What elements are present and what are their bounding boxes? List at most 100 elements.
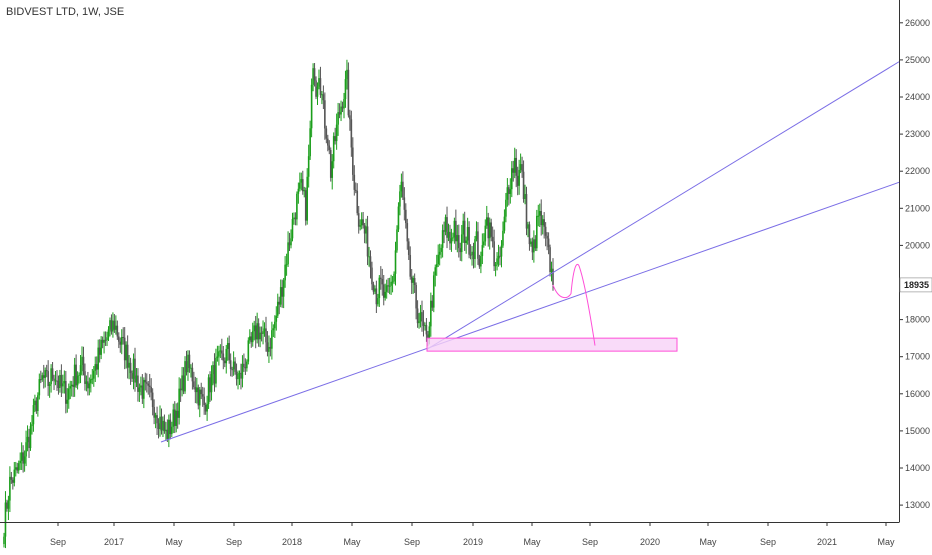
- candle-body: [66, 399, 69, 404]
- candle-body: [471, 251, 473, 255]
- candle: [533, 230, 535, 263]
- candle-body: [184, 361, 186, 392]
- candle: [243, 353, 245, 372]
- candle-body: [16, 467, 19, 471]
- candle: [354, 182, 357, 194]
- candle: [222, 345, 225, 370]
- candle-body: [316, 86, 319, 97]
- candle-body: [340, 106, 342, 115]
- candle: [250, 332, 253, 348]
- last-price-badge: [899, 277, 932, 293]
- candle: [494, 261, 497, 277]
- candle-body: [69, 386, 72, 389]
- candle: [221, 338, 223, 361]
- x-tick-label: May: [699, 537, 717, 547]
- candle-body: [35, 400, 38, 412]
- projection-path[interactable]: [552, 263, 596, 346]
- candle: [528, 221, 531, 251]
- candle-body: [145, 382, 148, 384]
- candle-body: [147, 383, 150, 386]
- candle: [381, 268, 384, 296]
- candle: [440, 244, 442, 259]
- candle-body: [9, 476, 11, 501]
- trendline-2[interactable]: [426, 61, 900, 350]
- candle: [210, 365, 213, 401]
- candle: [391, 275, 394, 293]
- candle-body: [299, 182, 301, 189]
- candle: [300, 172, 303, 191]
- candle: [315, 76, 317, 100]
- candle: [240, 363, 242, 390]
- candle: [159, 405, 161, 437]
- candle-body: [262, 331, 264, 334]
- candle: [329, 147, 332, 182]
- candle: [378, 275, 381, 307]
- x-tick-label: 2018: [282, 537, 302, 547]
- candle-body: [221, 350, 223, 354]
- candle: [76, 371, 79, 390]
- candle-body: [82, 356, 85, 372]
- candle-body: [150, 386, 152, 393]
- candle-body: [13, 469, 16, 483]
- candle: [303, 186, 306, 198]
- candle: [275, 306, 278, 331]
- candle-body: [182, 375, 185, 392]
- candle-body: [254, 325, 257, 340]
- candle-body: [123, 337, 126, 361]
- candle-body: [543, 219, 545, 227]
- candle-body: [306, 176, 309, 221]
- candle-body: [506, 187, 509, 200]
- candle-body: [176, 410, 179, 418]
- candle-body: [468, 227, 470, 255]
- candle-body: [232, 361, 235, 370]
- candle: [129, 357, 132, 385]
- candle: [238, 370, 241, 385]
- candle: [10, 471, 13, 484]
- candle-body: [405, 209, 407, 224]
- candle: [313, 63, 316, 87]
- candle: [513, 147, 516, 179]
- candle-body: [90, 379, 92, 384]
- candle-body: [312, 68, 314, 85]
- candle: [488, 217, 491, 250]
- candle: [471, 246, 473, 266]
- candle: [455, 209, 457, 250]
- candle: [508, 184, 510, 206]
- candle: [56, 370, 58, 391]
- candle: [325, 125, 328, 144]
- candle: [246, 359, 248, 372]
- candle-body: [4, 502, 7, 537]
- candle-body: [38, 379, 41, 396]
- candle-body: [17, 463, 20, 471]
- candle: [57, 375, 60, 395]
- y-tick-label: 16000: [905, 389, 930, 399]
- candle: [487, 212, 490, 247]
- candle: [100, 336, 102, 360]
- candle: [51, 361, 54, 382]
- trendline-1[interactable]: [160, 181, 900, 443]
- candle: [421, 300, 423, 332]
- candle-body: [534, 239, 537, 249]
- candle: [141, 374, 144, 404]
- candle: [162, 416, 164, 437]
- candle: [338, 103, 341, 119]
- candle: [268, 335, 270, 363]
- candle: [415, 282, 417, 320]
- candle: [518, 159, 520, 195]
- candle: [353, 165, 356, 196]
- candle-body: [53, 378, 55, 381]
- y-tick-label: 22000: [905, 166, 930, 176]
- candle: [82, 346, 85, 376]
- candle-body: [368, 256, 370, 258]
- candle: [290, 229, 292, 249]
- support-zone-rectangle[interactable]: [426, 337, 678, 352]
- candle: [248, 329, 251, 344]
- candle-body: [350, 119, 353, 148]
- x-tick-label: 2021: [817, 537, 837, 547]
- candle: [256, 312, 258, 344]
- candle: [196, 377, 198, 404]
- candle-body: [240, 372, 242, 379]
- candle-body: [503, 216, 506, 231]
